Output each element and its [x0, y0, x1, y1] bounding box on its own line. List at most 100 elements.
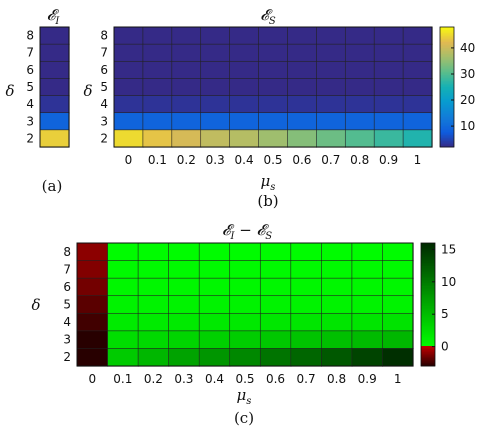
- panel-c-cell: [382, 260, 414, 279]
- panel-b-cell: [344, 129, 375, 148]
- panel-c-colorbar-segment: [421, 341, 435, 344]
- panel-b-title: 𝓔S: [260, 6, 276, 27]
- panel-b-colorbar-segment: [440, 40, 454, 43]
- panel-b-colorbar-segment: [440, 64, 454, 67]
- panel-b-colorbar-segment: [440, 37, 454, 40]
- panel-b-cell: [229, 26, 260, 45]
- panel-b-cell: [171, 112, 202, 131]
- panel-c: 𝓔I − 𝓔S 8 7 6 5 4 3 2 0 0.1 0.2 0.3 0.4 0.5 0.6 0.7 0.…: [31, 221, 456, 427]
- panel-b-colorbar-segment: [440, 93, 454, 95]
- panel-b-colorbar-label: 30: [460, 67, 475, 81]
- panel-b-colorbar-segment: [440, 34, 454, 37]
- panel-a-cell: [39, 129, 70, 148]
- panel-b-cell: [402, 60, 433, 80]
- panel-b-colorbar-segment: [440, 141, 454, 143]
- panel-b-colorbar-segment: [440, 87, 454, 89]
- panel-a-cell: [39, 43, 70, 62]
- panel-c-cell: [137, 242, 170, 262]
- caption-c: (c): [234, 409, 254, 427]
- panel-c-colorbar-label: 5: [441, 307, 449, 321]
- panel-c-cell: [351, 312, 384, 332]
- panel-c-cell: [259, 260, 292, 279]
- panel-c-colorbar-segment: [421, 358, 435, 361]
- panel-c-colorbar-segment: [421, 350, 435, 353]
- panel-c-colorbar-segment: [421, 275, 435, 278]
- panel-a-y-ticks: 8 7 6 5 4 3 2: [26, 29, 34, 146]
- panel-b: 𝓔S 8 7 6 5 4 3 2 0 0.1 0.2 0.3 0.4 0.5 0.6 0.7 0.8 0.9 1…: [83, 6, 475, 210]
- panel-c-cell: [76, 260, 109, 279]
- panel-c-cell: [382, 295, 414, 314]
- panel-b-cell: [316, 26, 346, 45]
- caption-b: (b): [257, 192, 278, 210]
- panel-b-colorbar-segment: [440, 58, 454, 61]
- panel-b-cell: [142, 43, 173, 62]
- panel-c-colorbar-segment: [421, 318, 435, 321]
- panel-c-colorbar-segment: [421, 313, 435, 316]
- panel-b-cell: [258, 95, 289, 114]
- panel-c-colorbar-segment: [421, 319, 435, 322]
- panel-c-colorbar-segment: [421, 310, 435, 313]
- panel-c-cell: [76, 348, 109, 367]
- panel-b-cell: [258, 78, 289, 97]
- panel-b-cell: [142, 95, 173, 114]
- panel-b-colorbar-segment: [440, 117, 454, 119]
- panel-b-colorbar-segment: [440, 28, 454, 31]
- panel-b-y-tick-label: 4: [100, 97, 108, 111]
- panel-b-cell: [373, 112, 404, 131]
- panel-c-cell: [259, 330, 292, 350]
- panel-b-colorbar-segment: [440, 121, 454, 124]
- panel-c-cell: [229, 242, 261, 262]
- panel-c-cell: [168, 242, 200, 262]
- panel-c-colorbar-segment: [421, 249, 435, 252]
- panel-c-cell: [351, 277, 384, 297]
- panel-b-colorbar-segment: [440, 82, 454, 85]
- panel-c-y-tick-label: 5: [63, 298, 71, 312]
- panel-c-cell: [351, 242, 384, 262]
- panel-c-cell: [107, 277, 139, 297]
- panel-c-cell: [107, 295, 139, 314]
- panel-c-colorbar-segment: [421, 339, 435, 342]
- panel-c-colorbar-segment: [421, 306, 435, 308]
- panel-c-colorbar-segment: [421, 329, 435, 332]
- panel-c-colorbar-segment: [421, 307, 435, 310]
- panel-b-colorbar-segment: [440, 124, 454, 127]
- panel-c-cells: [76, 242, 414, 367]
- panel-b-colorbar: 10 20 30 40: [439, 26, 475, 148]
- panel-c-colorbar-segment: [421, 327, 435, 330]
- panel-b-colorbar-segment: [440, 36, 454, 38]
- panel-c-cell: [107, 348, 139, 367]
- panel-b-cell: [402, 112, 433, 131]
- panel-c-colorbar-segment: [421, 276, 435, 279]
- panel-b-colorbar-segment: [440, 135, 454, 137]
- panel-c-colorbar-segment: [421, 247, 435, 250]
- panel-c-frame: [76, 242, 414, 367]
- panel-b-cell: [287, 112, 317, 131]
- panel-c-colorbar-segment: [421, 362, 435, 365]
- panel-c-colorbar-segment: [421, 302, 435, 305]
- panel-b-colorbar-segment: [440, 63, 454, 65]
- panel-b-cell: [344, 26, 375, 45]
- panel-c-colorbar-segment: [421, 264, 435, 267]
- panel-b-colorbar-frame: [439, 26, 455, 148]
- panel-b-cell: [344, 95, 375, 114]
- panel-c-y-tick-label: 4: [63, 315, 71, 329]
- panel-c-x-tick-label: 0.2: [144, 372, 163, 386]
- panel-b-cell: [402, 78, 433, 97]
- panel-b-colorbar-segment: [440, 45, 454, 47]
- panel-b-x-tick-label: 0.2: [177, 153, 196, 167]
- panel-b-x-tick-label: 1: [414, 153, 422, 167]
- panel-b-cell: [200, 112, 231, 131]
- panel-c-colorbar-segment: [421, 353, 435, 356]
- panel-b-cell: [373, 129, 404, 148]
- panel-a-cells: [39, 26, 70, 148]
- panel-c-colorbar-segment: [421, 312, 435, 315]
- panel-b-colorbar-segment: [440, 79, 454, 82]
- panel-b-cell: [200, 95, 231, 114]
- panel-b-cell: [142, 129, 173, 148]
- panel-c-colorbar-segment: [421, 301, 435, 304]
- panel-c-title: 𝓔I − 𝓔S: [222, 221, 272, 242]
- panel-c-colorbar-segment: [421, 273, 435, 276]
- panel-c-colorbar-segment: [421, 346, 435, 348]
- panel-c-x-tick-label: 0.5: [235, 372, 254, 386]
- panel-b-xlabel: μs: [261, 172, 276, 193]
